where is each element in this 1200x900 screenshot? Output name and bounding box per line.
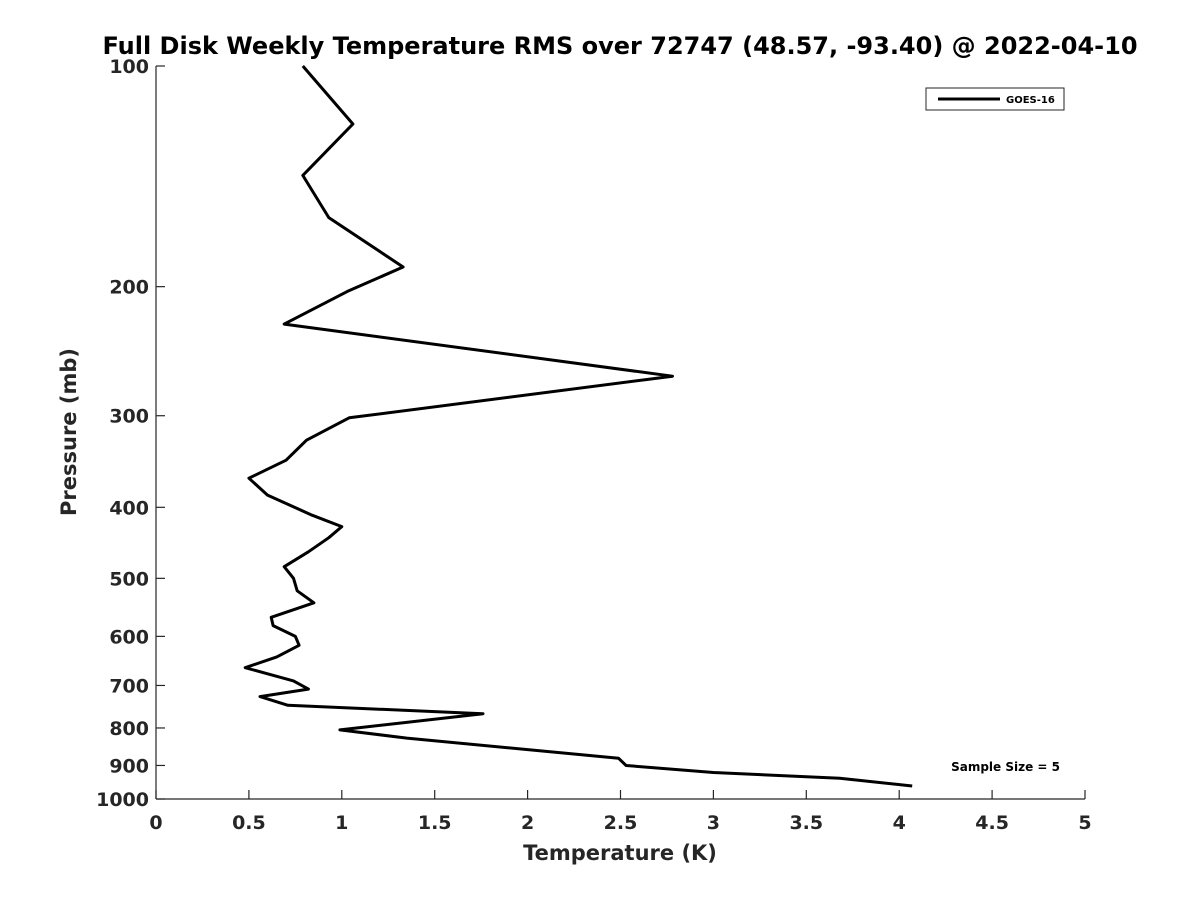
x-tick-label: 3.5 [789, 812, 823, 834]
y-tick-label: 200 [109, 277, 149, 299]
y-tick-label: 700 [109, 675, 149, 697]
x-tick-label: 0 [149, 812, 162, 834]
x-tick-label: 2.5 [604, 812, 638, 834]
x-tick-label: 3 [707, 812, 720, 834]
x-tick-label: 4 [893, 812, 906, 834]
y-tick-label: 1000 [96, 789, 149, 811]
y-tick-label: 500 [109, 568, 149, 590]
series-group [243, 65, 913, 788]
x-axis-label: Temperature (K) [523, 841, 717, 865]
series-line-goes-16 [243, 65, 913, 788]
x-tick-label: 0.5 [232, 812, 266, 834]
x-tick-label: 5 [1078, 812, 1091, 834]
x-tick-label: 1.5 [418, 812, 452, 834]
legend: GOES-16 [925, 87, 1065, 111]
legend-label: GOES-16 [1006, 95, 1055, 106]
chart-title: Full Disk Weekly Temperature RMS over 72… [102, 32, 1137, 60]
x-ticks: 0 0.5 1 1.5 2 2.5 3 3.5 4 4.5 5 [149, 790, 1092, 834]
sample-size-annotation: Sample Size = 5 [951, 760, 1060, 774]
x-tick-label: 4.5 [975, 812, 1009, 834]
y-tick-label: 400 [109, 497, 149, 519]
y-tick-label: 900 [109, 755, 149, 777]
x-tick-label: 1 [335, 812, 348, 834]
y-tick-label: 300 [109, 406, 149, 428]
y-tick-label: 600 [109, 626, 149, 648]
x-tick-label: 2 [521, 812, 534, 834]
y-ticks: 100 200 300 400 500 600 700 800 900 1000 [96, 56, 165, 811]
y-tick-label: 800 [109, 718, 149, 740]
y-tick-label: 100 [109, 56, 149, 78]
y-axis-label: Pressure (mb) [57, 348, 81, 516]
